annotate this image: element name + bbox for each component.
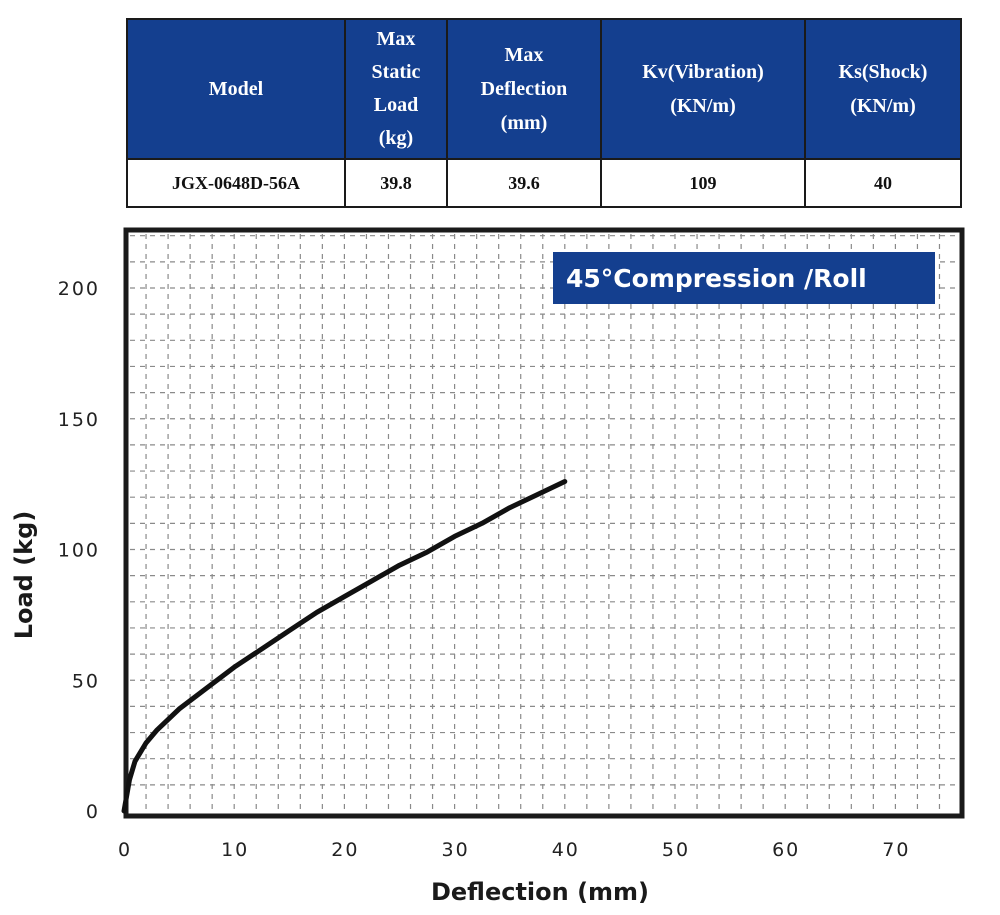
y-tick-label: 200 xyxy=(58,278,100,300)
y-axis-title: Load (kg) xyxy=(10,511,38,640)
annotation-label: 45°Compression /Roll xyxy=(566,264,867,293)
x-tick-label: 30 xyxy=(442,839,470,861)
spec-table: Model Max Static Load (kg) Max Deflectio… xyxy=(126,18,962,208)
x-tick-label: 10 xyxy=(221,839,249,861)
y-tick-label: 0 xyxy=(86,801,100,823)
cell-kv-vibration: 109 xyxy=(600,158,806,208)
x-axis-title: Deflection (mm) xyxy=(431,878,649,906)
x-tick-label: 0 xyxy=(118,839,132,861)
x-tick-labels: 0 10 20 30 40 50 60 70 xyxy=(118,839,910,861)
header-max-static-load: Max Static Load (kg) xyxy=(344,18,448,160)
header-max-deflection: Max Deflection (mm) xyxy=(446,18,602,160)
load-deflection-chart: 0 50 100 150 200 0 10 20 30 40 50 60 70 45°Compress… xyxy=(10,227,965,906)
y-tick-label: 150 xyxy=(58,409,100,431)
spec-table-row: JGX-0648D-56A 39.8 39.6 109 40 xyxy=(126,158,962,208)
cell-model: JGX-0648D-56A xyxy=(126,158,346,208)
spec-table-header-row: Model Max Static Load (kg) Max Deflectio… xyxy=(126,18,962,160)
cell-max-static-load: 39.8 xyxy=(344,158,448,208)
cell-ks-shock: 40 xyxy=(804,158,962,208)
y-tick-label: 50 xyxy=(72,670,100,692)
x-tick-label: 40 xyxy=(552,839,580,861)
header-ks-shock: Ks(Shock) (KN/m) xyxy=(804,18,962,160)
x-tick-label: 60 xyxy=(772,839,800,861)
plot-frame xyxy=(123,227,965,819)
series-line xyxy=(121,479,568,814)
y-tick-labels: 0 50 100 150 200 xyxy=(58,278,100,823)
header-kv-vibration: Kv(Vibration) (KN/m) xyxy=(600,18,806,160)
x-tick-label: 70 xyxy=(882,839,910,861)
grid-lines xyxy=(130,234,958,812)
x-tick-label: 20 xyxy=(331,839,359,861)
header-model: Model xyxy=(126,18,346,160)
y-tick-label: 100 xyxy=(58,540,100,562)
annotation-box xyxy=(553,252,935,304)
cell-max-deflection: 39.6 xyxy=(446,158,602,208)
x-tick-label: 50 xyxy=(662,839,690,861)
